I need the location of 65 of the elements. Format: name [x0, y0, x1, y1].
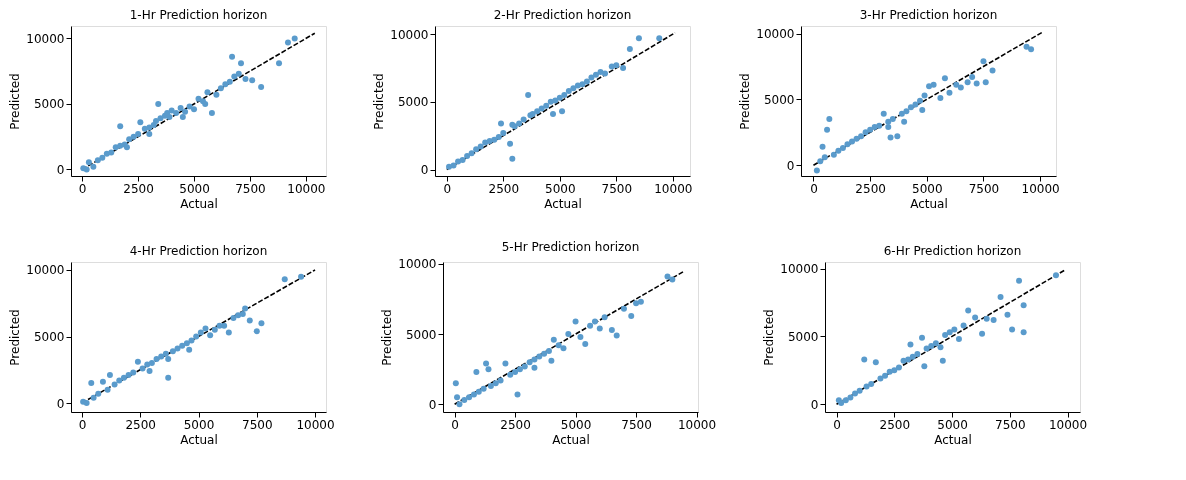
- x-tick-label: 7500: [235, 181, 266, 196]
- x-tick-label: 2500: [125, 417, 156, 432]
- y-tick-label: 0: [810, 397, 819, 412]
- y-tick-label: 0: [56, 396, 65, 411]
- x-tick-label: 5000: [183, 417, 215, 432]
- x-axis-title: Actual: [180, 432, 218, 447]
- y-tick-label: 5000: [787, 329, 819, 344]
- y-tick-label: 10000: [756, 27, 795, 42]
- x-tick-label: 7500: [242, 417, 273, 432]
- chart-title: 5-Hr Prediction horizon: [501, 239, 640, 254]
- y-axis-title: Predicted: [762, 309, 777, 366]
- y-tick-label: 0: [420, 163, 429, 177]
- x-tick-label: 10000: [1021, 181, 1060, 196]
- y-tick-label: 5000: [763, 92, 795, 107]
- y-tick-label: 0: [428, 397, 437, 412]
- x-tick-label: 7500: [995, 417, 1026, 432]
- y-axis-title: Predicted: [8, 309, 23, 366]
- x-tick-label: 0: [451, 417, 459, 432]
- chart-title: 2-Hr Prediction horizon: [493, 8, 632, 22]
- x-tick-label: 0: [78, 181, 87, 196]
- chart-title: 6-Hr Prediction horizon: [883, 244, 1022, 258]
- x-tick-label: 5000: [179, 181, 210, 196]
- x-axis-title: Actual: [910, 196, 948, 211]
- x-tick-label: 7500: [621, 417, 652, 432]
- x-tick-label: 7500: [601, 181, 633, 196]
- chart-title: 3-Hr Prediction horizon: [859, 8, 998, 22]
- x-tick-label: 5000: [560, 417, 592, 432]
- y-tick-label: 5000: [33, 330, 65, 344]
- y-tick-label: 10000: [26, 31, 65, 46]
- x-tick-label: 10000: [677, 417, 717, 432]
- x-axis-title: Actual: [934, 432, 972, 447]
- y-axis-title: Predicted: [738, 73, 753, 130]
- x-tick-label: 0: [833, 417, 841, 432]
- y-tick-label: 10000: [780, 262, 819, 277]
- x-tick-label: 7500: [968, 181, 1000, 196]
- x-axis-title: Actual: [180, 196, 218, 211]
- chart-title: 1-Hr Prediction horizon: [129, 8, 268, 22]
- x-tick-label: 10000: [654, 181, 693, 196]
- x-tick-label: 0: [443, 181, 452, 196]
- x-axis-title: Actual: [552, 432, 590, 447]
- x-tick-label: 5000: [545, 181, 576, 196]
- y-axis-title: Predicted: [380, 309, 395, 366]
- y-axis-title: Predicted: [8, 73, 23, 130]
- y-tick-label: 0: [56, 162, 65, 177]
- x-tick-label: 2500: [500, 417, 531, 432]
- y-tick-label: 5000: [33, 97, 65, 112]
- x-tick-label: 2500: [855, 181, 886, 196]
- y-tick-label: 5000: [397, 95, 429, 110]
- x-tick-label: 2500: [488, 181, 520, 196]
- x-axis-title: Actual: [544, 196, 582, 211]
- chart-title: 4-Hr Prediction horizon: [129, 244, 268, 258]
- x-tick-label: 0: [78, 417, 87, 432]
- y-tick-label: 5000: [405, 327, 437, 342]
- x-tick-label: 2500: [879, 417, 911, 432]
- x-tick-label: 5000: [912, 181, 943, 196]
- x-tick-label: 2500: [123, 181, 154, 196]
- y-tick-label: 10000: [390, 27, 429, 42]
- y-tick-label: 10000: [26, 263, 65, 278]
- x-tick-label: 10000: [296, 417, 335, 432]
- y-tick-label: 10000: [398, 257, 437, 272]
- x-tick-label: 5000: [937, 417, 968, 432]
- y-axis-title: Predicted: [372, 73, 387, 130]
- x-tick-label: 10000: [287, 181, 326, 196]
- y-tick-label: 0: [786, 158, 795, 173]
- x-tick-label: 10000: [1048, 417, 1088, 432]
